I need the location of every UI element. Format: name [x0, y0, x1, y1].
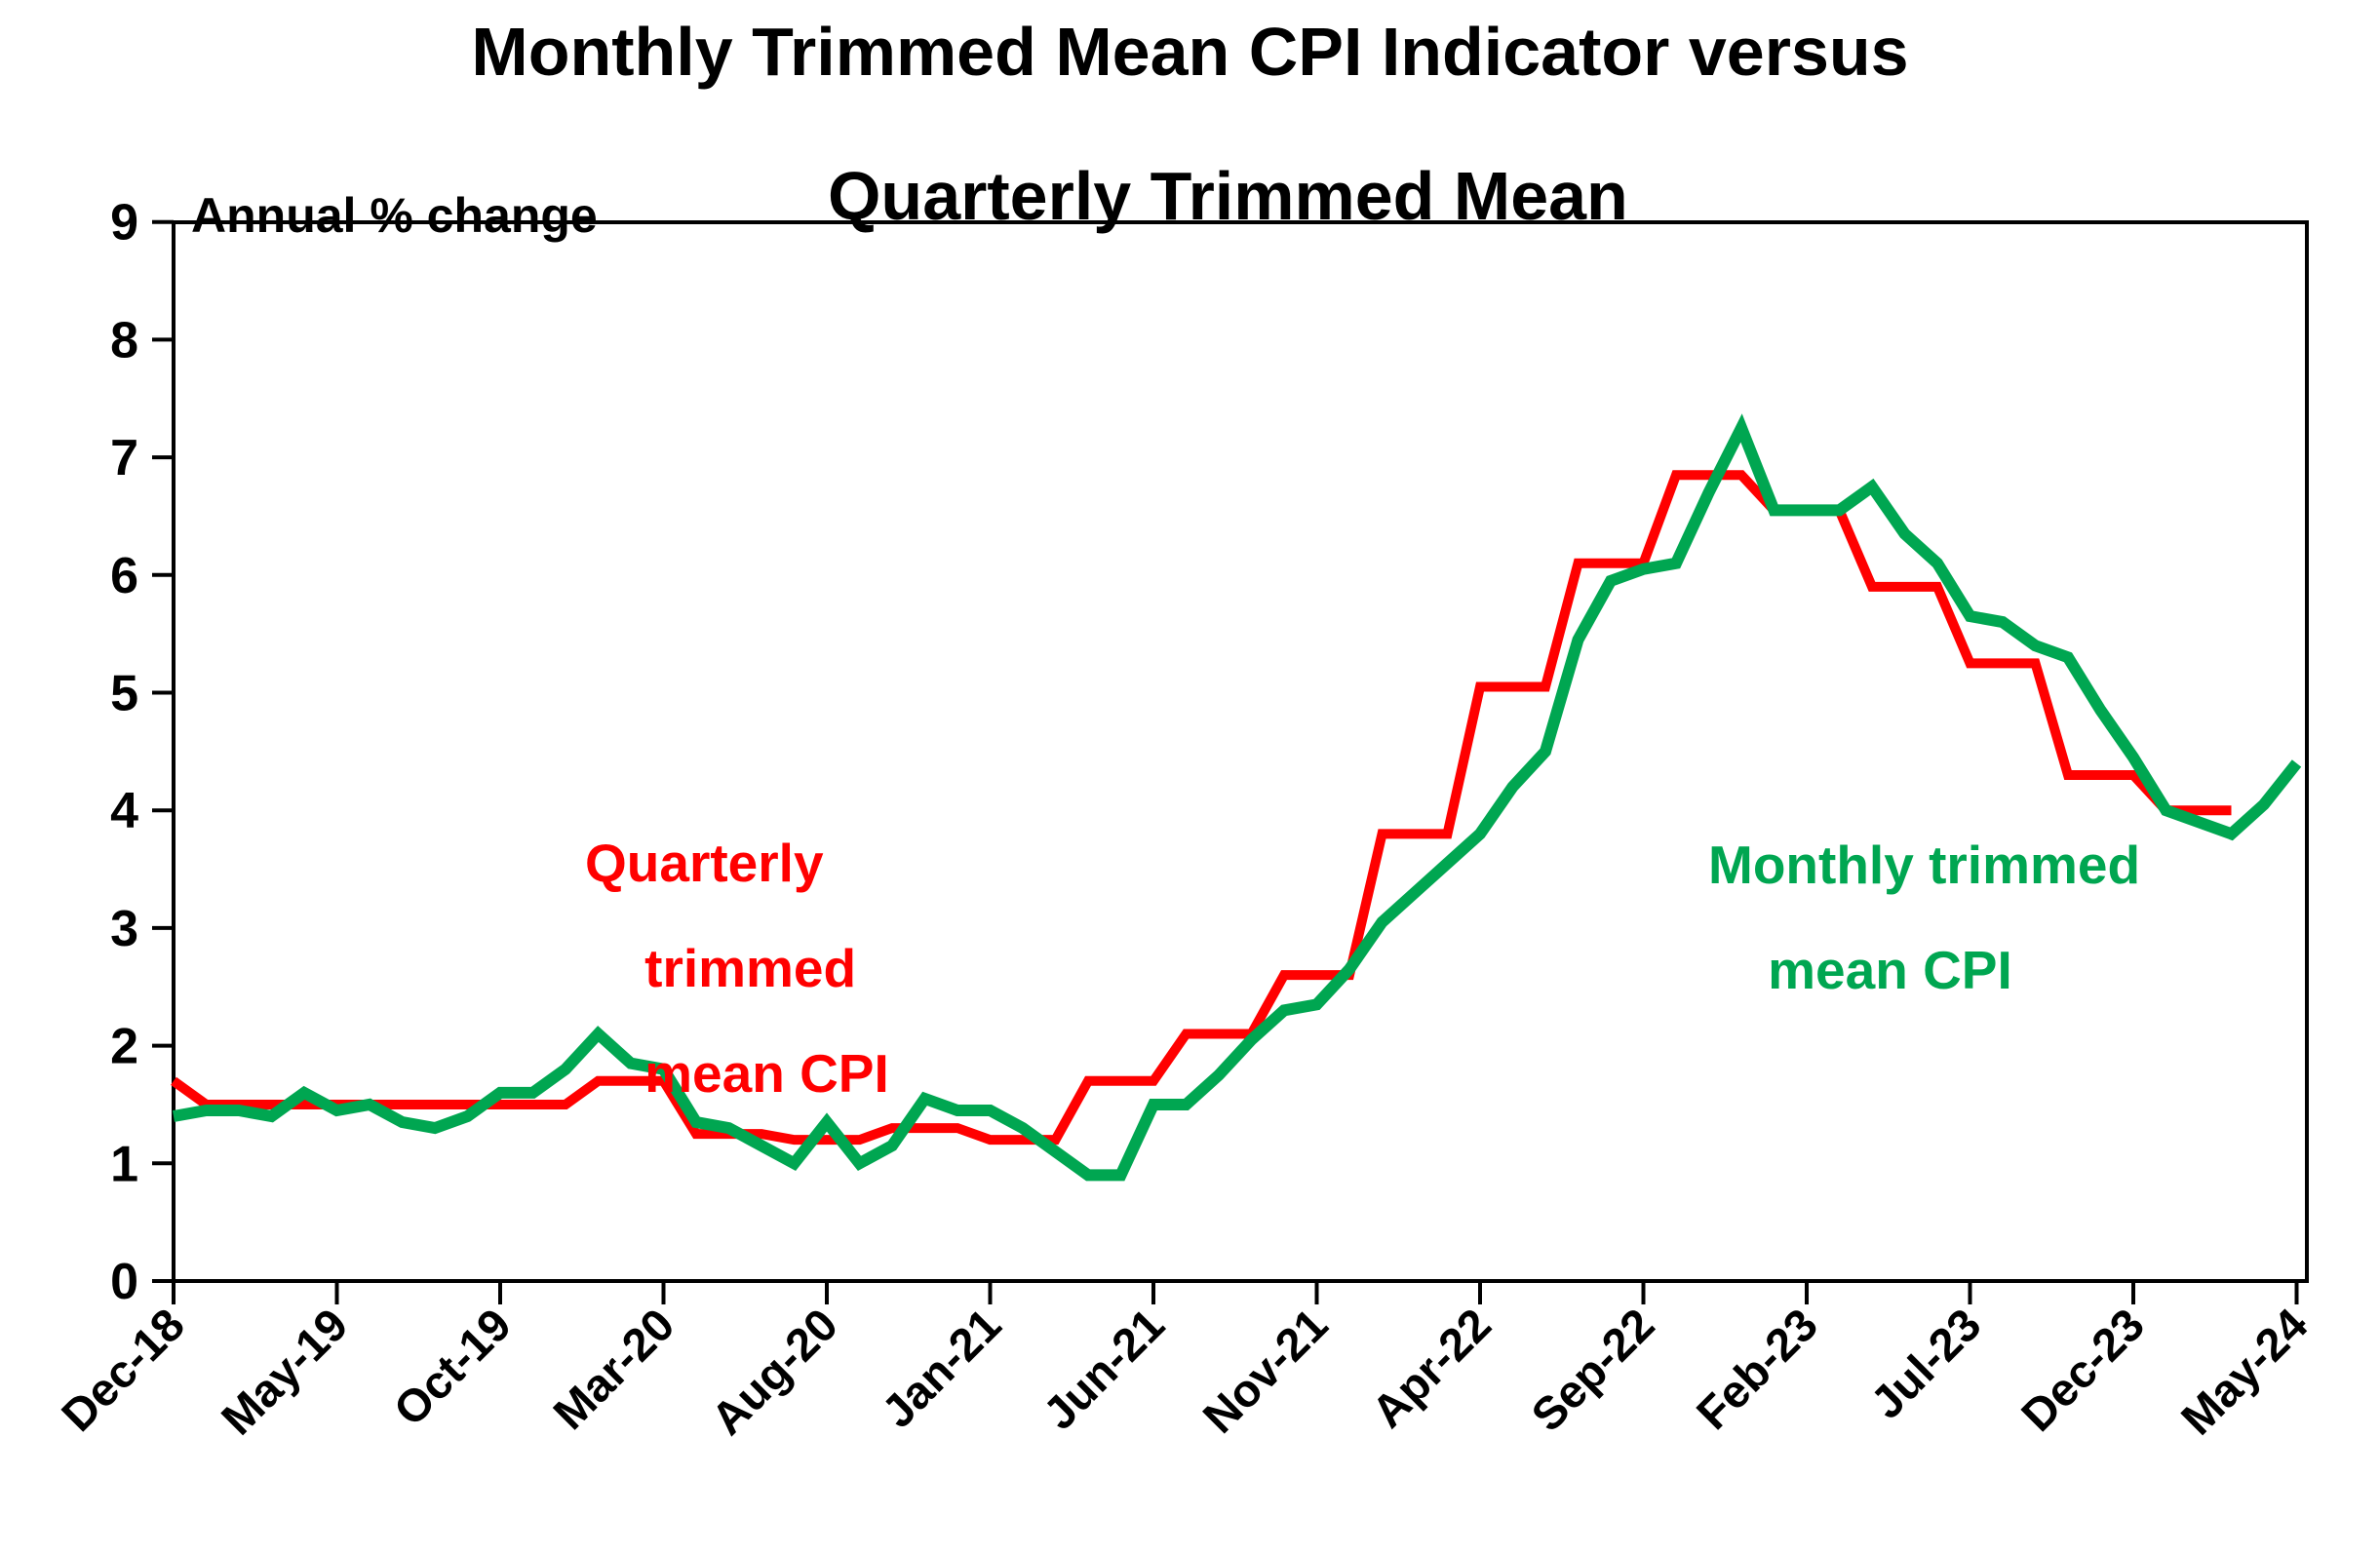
y-axis-tick-label: 7 — [110, 430, 138, 486]
legend-quarterly-line2: trimmed — [644, 938, 857, 998]
x-axis-tick-label: Apr-22 — [1361, 1299, 1501, 1438]
legend-monthly-line2: mean CPI — [1768, 940, 2012, 1000]
x-axis-tick-label: Dec-18 — [52, 1299, 194, 1441]
series-monthly-trimmed-mean-line — [172, 413, 2302, 1182]
y-axis-tick-label: 2 — [110, 1019, 138, 1075]
y-axis-tick-label: 3 — [110, 901, 138, 957]
x-axis-tick-label: Jun-21 — [1033, 1299, 1174, 1440]
legend-monthly-line1: Monthly trimmed — [1708, 835, 2141, 895]
x-axis-tick-label: May-19 — [211, 1299, 357, 1445]
x-axis-tick-label: Nov-21 — [1192, 1299, 1337, 1443]
x-axis-tick-label: Feb-23 — [1686, 1299, 1827, 1440]
y-axis-tick-label: 8 — [110, 312, 138, 369]
axis-unit-annotation: Annual % change — [191, 188, 598, 243]
chart-title-line2: Quarterly Trimmed Mean — [827, 158, 1628, 234]
y-axis-tick-label: 1 — [110, 1136, 138, 1192]
plot-frame — [172, 220, 2309, 1283]
legend-monthly-trimmed-mean: Monthly trimmed mean CPI — [1708, 838, 2140, 1049]
legend-quarterly-line1: Quarterly — [585, 833, 824, 893]
y-axis-tick-label: 9 — [110, 195, 138, 252]
legend-quarterly-line3: mean CPI — [644, 1043, 889, 1104]
x-axis-tick-label: Sep-22 — [1521, 1299, 1663, 1441]
y-axis-tick-label: 6 — [110, 548, 138, 604]
x-axis-tick-label: Aug-20 — [701, 1299, 847, 1445]
x-axis-tick-label: Dec-23 — [2011, 1299, 2154, 1441]
y-axis-tick-label: 5 — [110, 666, 138, 722]
y-axis-tick-label: 4 — [110, 783, 138, 839]
series-quarterly-trimmed-mean-line — [171, 470, 2232, 1146]
chart-title: Monthly Trimmed Mean CPI Indicator versu… — [0, 16, 2380, 304]
x-axis-tick-label: Jul-23 — [1860, 1299, 1991, 1429]
legend-quarterly-trimmed-mean: Quarterly trimmed mean CPI — [585, 836, 889, 1152]
x-axis-tick-label: Jan-21 — [872, 1299, 1011, 1438]
chart-title-line1: Monthly Trimmed Mean CPI Indicator versu… — [471, 14, 1909, 90]
y-axis-tick-label: 0 — [110, 1254, 138, 1310]
x-axis-tick-label: Oct-19 — [383, 1299, 521, 1436]
x-axis-tick-label: May-24 — [2170, 1299, 2317, 1445]
x-axis-tick-label: Mar-20 — [543, 1299, 684, 1440]
